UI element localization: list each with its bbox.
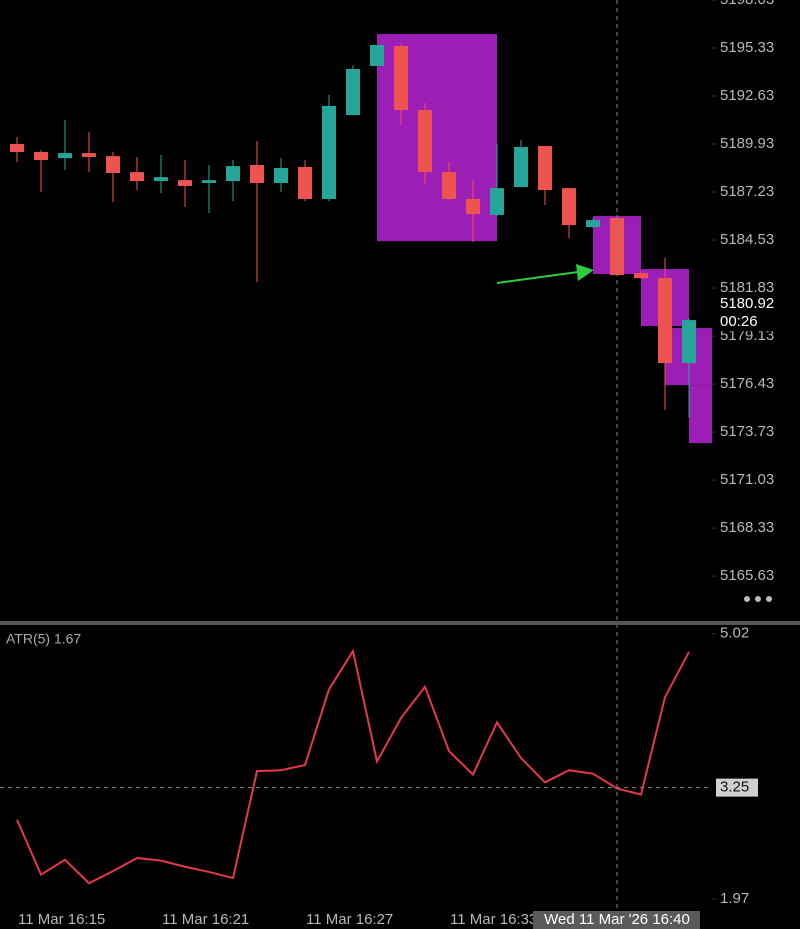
y-tick-label: 5173.73 (720, 423, 774, 440)
candle-body (394, 46, 408, 111)
candle-body (82, 153, 96, 158)
candle-body (682, 320, 696, 364)
atr-panel (16, 648, 690, 885)
arrow-head (576, 264, 594, 281)
y-tick-label: 5181.83 (720, 279, 774, 296)
candle-body (634, 273, 648, 279)
candle-body (370, 44, 384, 66)
y-tick-label: 5195.33 (720, 39, 774, 56)
arrow (496, 271, 579, 284)
candle-body (562, 188, 576, 226)
candle-body (490, 188, 504, 215)
candle-body (538, 145, 552, 191)
crosshair-x-box (533, 911, 700, 929)
candle-body (610, 218, 624, 276)
y-tick-label: 5179.13 (720, 327, 774, 344)
candle-body (586, 220, 600, 228)
crosshair-y-label: 3.25 (720, 779, 749, 796)
crosshair-y-box (716, 778, 758, 797)
candle-body (466, 198, 480, 215)
last-price-bg (716, 293, 800, 332)
countdown: 00:26 (720, 313, 758, 330)
last-price: 5180.92 (720, 295, 774, 312)
candle-body (274, 168, 288, 183)
price-panel (10, 33, 712, 444)
atr-line (16, 648, 690, 885)
candle-body (514, 147, 528, 188)
y-tick-label: 5187.23 (720, 183, 774, 200)
y-tick-label: 5198.03 (720, 0, 774, 8)
candle-body (442, 172, 456, 199)
y-tick-label: 5176.43 (720, 375, 774, 392)
candle-body (226, 166, 240, 182)
dot[interactable] (755, 596, 761, 602)
y-tick-label: 5165.63 (720, 567, 774, 584)
y-tick-label: 5171.03 (720, 471, 774, 488)
x-tick-label: 11 Mar 16:21 (162, 911, 249, 928)
candle-body (106, 156, 120, 174)
dot[interactable] (744, 596, 750, 602)
candle-body (322, 105, 336, 199)
more-menu[interactable] (744, 596, 772, 602)
x-tick-label: 11 Mar 16:15 (18, 911, 105, 928)
dot[interactable] (766, 596, 772, 602)
y-tick-label: 5189.93 (720, 135, 774, 152)
candle-body (298, 166, 312, 199)
x-tick-label: 11 Mar 16:27 (306, 911, 393, 928)
zone (689, 385, 712, 444)
y-tick-label: 1.97 (720, 890, 749, 907)
candle-body (130, 172, 144, 182)
candle-body (10, 144, 24, 153)
indicator-title: ATR(5) 1.67 (6, 631, 81, 647)
y-tick-label: 5.02 (720, 625, 749, 642)
y-tick-label: 5192.63 (720, 87, 774, 104)
candle-body (418, 110, 432, 173)
candle-body (58, 153, 72, 159)
candle-body (202, 180, 216, 183)
panel-separator (0, 621, 800, 625)
y-tick-label: 5184.53 (720, 231, 774, 248)
candle-body (154, 177, 168, 182)
candle-body (250, 165, 264, 183)
x-tick-label: 11 Mar 16:33 (450, 911, 537, 928)
candle-body (178, 180, 192, 186)
y-tick-label: 5168.33 (720, 519, 774, 536)
candle-body (658, 278, 672, 364)
candle-body (34, 152, 48, 161)
crosshair-x-label: Wed 11 Mar '26 16:40 (544, 911, 690, 928)
candle-body (346, 68, 360, 116)
